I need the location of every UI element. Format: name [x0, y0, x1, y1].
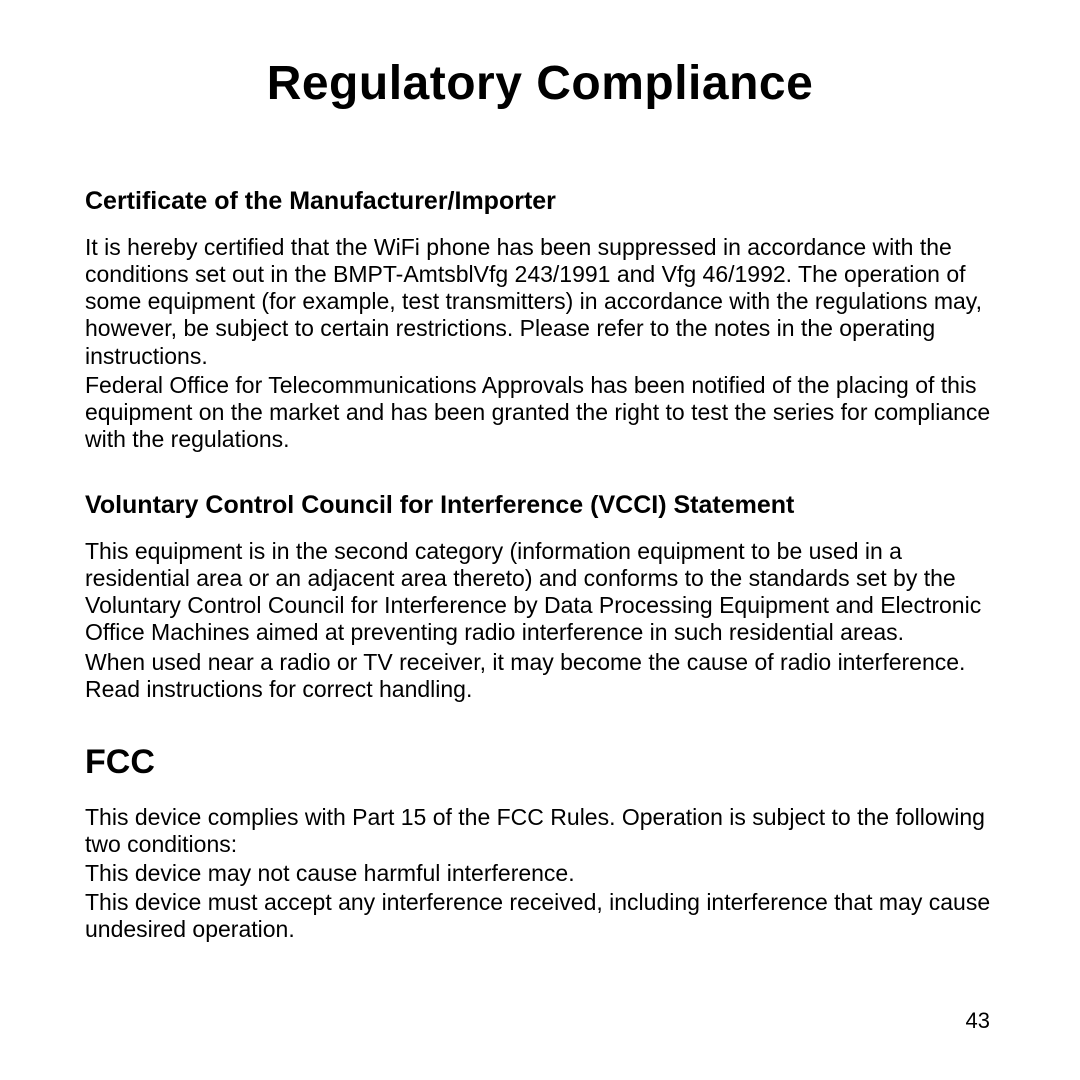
certificate-paragraph-2: Federal Office for Telecommunications Ap…: [85, 372, 995, 453]
vcci-paragraph-1: This equipment is in the second category…: [85, 538, 995, 647]
fcc-paragraph-3: This device must accept any interference…: [85, 889, 995, 943]
certificate-paragraph-1: It is hereby certified that the WiFi pho…: [85, 234, 995, 370]
section-certificate: Certificate of the Manufacturer/Importer…: [85, 187, 995, 453]
section-fcc: FCC This device complies with Part 15 of…: [85, 743, 995, 944]
fcc-heading: FCC: [85, 743, 995, 782]
section-vcci: Voluntary Control Council for Interferen…: [85, 491, 995, 703]
certificate-heading: Certificate of the Manufacturer/Importer: [85, 187, 995, 216]
vcci-heading: Voluntary Control Council for Interferen…: [85, 491, 995, 520]
page-title: Regulatory Compliance: [85, 56, 995, 111]
vcci-paragraph-2: When used near a radio or TV receiver, i…: [85, 649, 995, 703]
fcc-paragraph-2: This device may not cause harmful interf…: [85, 860, 995, 887]
page-number: 43: [966, 1008, 990, 1034]
fcc-paragraph-1: This device complies with Part 15 of the…: [85, 804, 995, 858]
